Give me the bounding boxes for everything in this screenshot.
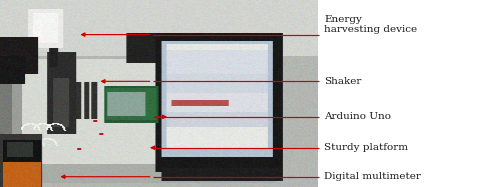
Text: Energy
harvesting device: Energy harvesting device bbox=[324, 15, 417, 34]
Text: Shaker: Shaker bbox=[324, 77, 362, 86]
Text: Arduino Uno: Arduino Uno bbox=[324, 112, 391, 121]
Text: Digital multimeter: Digital multimeter bbox=[324, 172, 421, 181]
Text: Sturdy platform: Sturdy platform bbox=[324, 143, 408, 152]
